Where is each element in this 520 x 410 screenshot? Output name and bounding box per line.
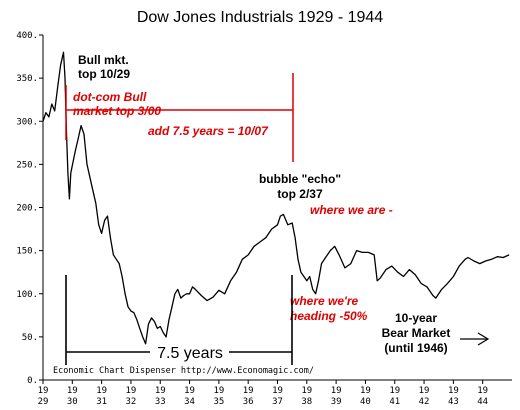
y-tick-label: 350. bbox=[16, 74, 38, 84]
x-tick-label-year: 38 bbox=[301, 397, 312, 407]
x-tick-label-century: 19 bbox=[155, 386, 166, 396]
x-tick-label-century: 19 bbox=[96, 386, 107, 396]
x-tick-label-century: 19 bbox=[126, 386, 137, 396]
heading-label-1: where we're bbox=[290, 294, 359, 308]
y-tick-label: 250. bbox=[16, 160, 38, 170]
bull-top-label-2: top 10/29 bbox=[78, 67, 130, 81]
x-tick-label-year: 32 bbox=[126, 397, 137, 407]
x-tick-label-century: 19 bbox=[213, 386, 224, 396]
credit-text: Economic Chart Dispenser http://www.Econ… bbox=[53, 366, 314, 376]
y-tick-label: 400. bbox=[16, 31, 38, 41]
x-tick-label-century: 19 bbox=[38, 386, 49, 396]
y-tick-label: 0. bbox=[27, 376, 38, 386]
y-ticks: 0. 50. 100. 150. 200. 250. 300. 350. 400. bbox=[16, 31, 43, 386]
y-tick-label: 100. bbox=[16, 290, 38, 300]
x-tick-label-year: 36 bbox=[243, 397, 254, 407]
x-tick-label-year: 31 bbox=[96, 397, 107, 407]
x-tick-label-century: 19 bbox=[301, 386, 312, 396]
bear-market-label-2: Bear Market bbox=[382, 326, 451, 340]
y-tick-label: 50. bbox=[22, 333, 38, 343]
x-tick-label-century: 19 bbox=[360, 386, 371, 396]
x-tick-label-year: 40 bbox=[360, 397, 371, 407]
echo-label-1: bubble "echo" bbox=[259, 172, 341, 186]
x-tick-label-year: 41 bbox=[389, 397, 400, 407]
x-tick-label-year: 33 bbox=[155, 397, 166, 407]
chart-title: Dow Jones Industrials 1929 - 1944 bbox=[137, 9, 383, 26]
echo-label-2: top 2/37 bbox=[277, 187, 323, 201]
dotcom-label-1: dot-com Bull bbox=[73, 90, 147, 104]
x-tick-label-century: 19 bbox=[67, 386, 78, 396]
bull-top-label-1: Bull mkt. bbox=[78, 53, 129, 67]
x-tick-label-century: 19 bbox=[272, 386, 283, 396]
y-tick-label: 150. bbox=[16, 247, 38, 257]
x-tick-label-century: 19 bbox=[448, 386, 459, 396]
x-tick-label-year: 29 bbox=[38, 397, 49, 407]
x-tick-label-year: 44 bbox=[477, 397, 488, 407]
x-tick-label-year: 30 bbox=[67, 397, 78, 407]
x-tick-label-century: 19 bbox=[184, 386, 195, 396]
heading-label-2: heading -50% bbox=[290, 309, 368, 323]
dow-series-line bbox=[42, 51, 510, 345]
bear-market-label-3: (until 1946) bbox=[384, 341, 447, 355]
x-tick-label-year: 35 bbox=[213, 397, 224, 407]
bear-market-label-1: 10-year bbox=[395, 311, 437, 325]
x-ticks: 1929193019311932193319341935193619371938… bbox=[38, 380, 488, 407]
x-tick-label-century: 19 bbox=[331, 386, 342, 396]
where-we-are-label: where we are - bbox=[310, 203, 393, 217]
x-tick-label-century: 19 bbox=[477, 386, 488, 396]
x-tick-label-century: 19 bbox=[389, 386, 400, 396]
x-tick-label-century: 19 bbox=[419, 386, 430, 396]
add-years-label: add 7.5 years = 10/07 bbox=[148, 124, 269, 138]
x-tick-label-year: 42 bbox=[419, 397, 430, 407]
dotcom-label-2: market top 3/00 bbox=[73, 104, 161, 118]
x-tick-label-century: 19 bbox=[243, 386, 254, 396]
y-tick-label: 200. bbox=[16, 204, 38, 214]
span-label: 7.5 years bbox=[157, 345, 223, 362]
x-tick-label-year: 34 bbox=[184, 397, 195, 407]
x-tick-label-year: 39 bbox=[331, 397, 342, 407]
x-tick-label-year: 37 bbox=[272, 397, 283, 407]
x-tick-label-year: 43 bbox=[448, 397, 459, 407]
y-tick-label: 300. bbox=[16, 117, 38, 127]
bear-arrow-head bbox=[477, 332, 490, 346]
